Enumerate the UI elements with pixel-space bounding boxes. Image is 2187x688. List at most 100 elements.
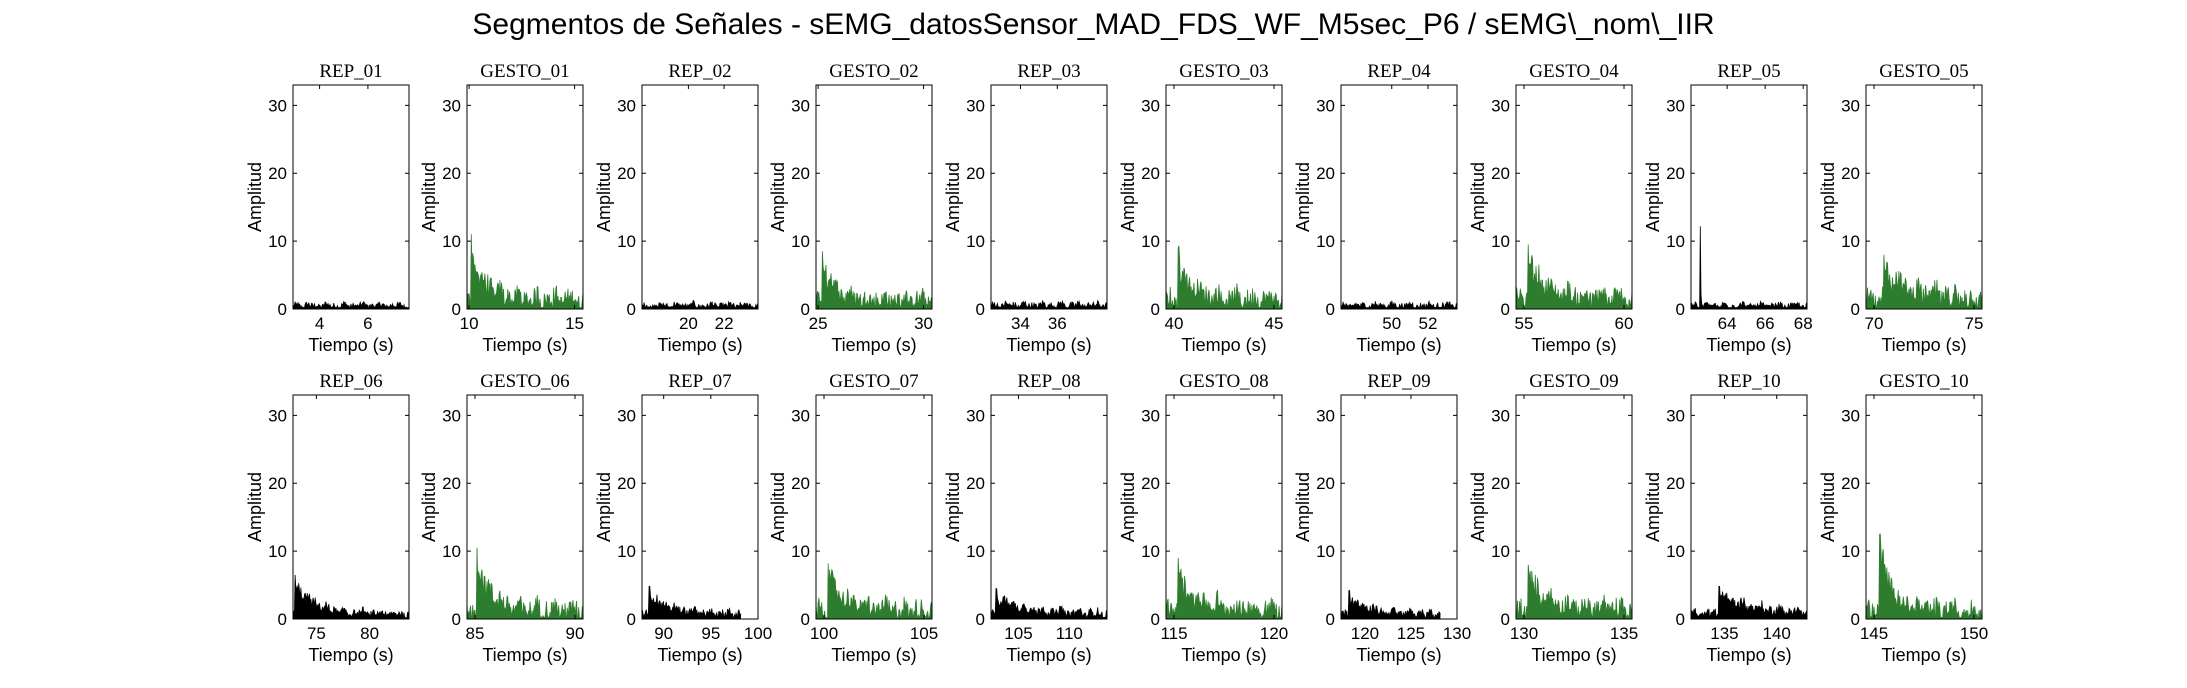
x-tick-label: 100 xyxy=(810,624,838,643)
figure-title: Segmentos de Señales - sEMG_datosSensor_… xyxy=(472,8,1715,41)
subplot-gesto_02: 0 10 20 30 25 30 GESTO_02 Tiempo (s) Amplitud xyxy=(768,61,933,355)
x-axis-label: Tiempo (s) xyxy=(1181,645,1266,665)
axes-box xyxy=(641,394,759,620)
y-tick-label: 30 xyxy=(966,96,985,115)
signal-trace xyxy=(466,547,584,618)
y-tick-label: 10 xyxy=(1316,232,1335,251)
signal-area xyxy=(642,300,758,309)
axes-box xyxy=(641,84,759,310)
x-tick-label: 60 xyxy=(1615,314,1634,333)
signal-area xyxy=(1866,254,1982,309)
x-tick-label: 150 xyxy=(1960,624,1988,643)
x-tick-label: 66 xyxy=(1756,314,1775,333)
x-tick-label: 36 xyxy=(1048,314,1067,333)
y-tick-label: 0 xyxy=(627,610,636,629)
signal-area xyxy=(1516,564,1632,619)
y-tick-label: 20 xyxy=(1316,474,1335,493)
x-tick-label: 15 xyxy=(565,314,584,333)
axes-box xyxy=(466,394,584,620)
signal-trace xyxy=(1165,245,1283,309)
y-tick-label: 0 xyxy=(1151,300,1160,319)
x-axis-label: Tiempo (s) xyxy=(1881,645,1966,665)
y-tick-label: 10 xyxy=(442,542,461,561)
subplot-title: REP_02 xyxy=(668,61,731,82)
signal-trace xyxy=(815,563,933,619)
y-tick-label: 10 xyxy=(1841,542,1860,561)
axes-box xyxy=(990,394,1108,620)
x-tick-label: 6 xyxy=(363,314,372,333)
x-axis-label: Tiempo (s) xyxy=(831,645,916,665)
x-axis-label: Tiempo (s) xyxy=(1006,645,1091,665)
y-tick-label: 0 xyxy=(1326,300,1335,319)
y-tick-label: 30 xyxy=(1141,96,1160,115)
y-tick-label: 0 xyxy=(278,610,287,629)
x-tick-label: 145 xyxy=(1860,624,1888,643)
y-tick-label: 30 xyxy=(617,96,636,115)
x-tick-label: 22 xyxy=(715,314,734,333)
axes-box xyxy=(1690,84,1808,310)
x-axis-label: Tiempo (s) xyxy=(1706,645,1791,665)
subplot-rep_06: 0 10 20 30 75 80 REP_06 Tiempo (s) Amplitud xyxy=(245,371,410,665)
y-tick-label: 0 xyxy=(1326,610,1335,629)
x-axis-label: Tiempo (s) xyxy=(1356,645,1441,665)
y-tick-label: 20 xyxy=(966,474,985,493)
signal-trace xyxy=(1516,564,1633,619)
subplot-gesto_08: 0 10 20 30 115 120 GESTO_08 Tiempo (s) Amplitud xyxy=(1118,371,1288,665)
y-axis-label: Amplitud xyxy=(419,162,439,232)
y-tick-label: 20 xyxy=(617,164,636,183)
y-tick-label: 20 xyxy=(1491,474,1510,493)
y-tick-label: 30 xyxy=(1491,406,1510,425)
x-tick-label: 135 xyxy=(1710,624,1738,643)
y-axis-label: Amplitud xyxy=(1293,162,1313,232)
subplot-title: REP_03 xyxy=(1017,61,1080,82)
y-tick-label: 0 xyxy=(801,610,810,629)
signal-area xyxy=(1866,534,1982,619)
y-axis-label: Amplitud xyxy=(1118,472,1138,542)
subplot-title: GESTO_08 xyxy=(1179,371,1268,392)
subplot-title: GESTO_10 xyxy=(1879,371,1968,392)
subplot-rep_02: 0 10 20 30 20 22 REP_02 Tiempo (s) Amplitud xyxy=(594,61,759,355)
y-tick-label: 20 xyxy=(442,474,461,493)
x-tick-label: 130 xyxy=(1510,624,1538,643)
subplot-title: REP_01 xyxy=(319,61,382,82)
x-tick-label: 64 xyxy=(1718,314,1737,333)
subplot-title: REP_10 xyxy=(1717,371,1780,392)
x-axis-label: Tiempo (s) xyxy=(1181,335,1266,355)
x-axis-label: Tiempo (s) xyxy=(1531,645,1616,665)
subplot-rep_10: 0 10 20 30 135 140 REP_10 Tiempo (s) Amplitud xyxy=(1643,371,1808,665)
y-tick-label: 30 xyxy=(1316,96,1335,115)
signal-trace xyxy=(292,300,409,310)
y-tick-label: 10 xyxy=(1141,232,1160,251)
x-tick-label: 68 xyxy=(1794,314,1813,333)
x-tick-label: 90 xyxy=(654,624,673,643)
subplot-rep_03: 0 10 20 30 34 36 REP_03 Tiempo (s) Amplitud xyxy=(943,61,1108,355)
y-tick-label: 10 xyxy=(791,232,810,251)
y-tick-label: 10 xyxy=(966,542,985,561)
subplot-gesto_09: 0 10 20 30 130 135 GESTO_09 Tiempo (s) Amplitud xyxy=(1468,371,1638,665)
x-axis-label: Tiempo (s) xyxy=(1356,335,1441,355)
y-tick-label: 30 xyxy=(442,96,461,115)
y-tick-label: 0 xyxy=(1151,610,1160,629)
signal-area xyxy=(467,234,583,309)
subplot-title: REP_09 xyxy=(1367,371,1430,392)
y-tick-label: 0 xyxy=(278,300,287,319)
y-tick-label: 30 xyxy=(617,406,636,425)
y-tick-label: 30 xyxy=(1841,96,1860,115)
y-axis-label: Amplitud xyxy=(594,472,614,542)
y-tick-label: 30 xyxy=(1491,96,1510,115)
y-tick-label: 20 xyxy=(268,164,287,183)
y-tick-label: 0 xyxy=(976,610,985,629)
y-tick-label: 10 xyxy=(966,232,985,251)
y-tick-label: 10 xyxy=(442,232,461,251)
x-axis-label: Tiempo (s) xyxy=(308,335,393,355)
y-tick-label: 0 xyxy=(627,300,636,319)
y-tick-label: 20 xyxy=(1141,164,1160,183)
y-tick-label: 20 xyxy=(1141,474,1160,493)
subplot-gesto_10: 0 10 20 30 145 150 GESTO_10 Tiempo (s) Amplitud xyxy=(1818,371,1988,665)
y-tick-label: 20 xyxy=(1841,164,1860,183)
y-axis-label: Amplitud xyxy=(1643,472,1663,542)
y-tick-label: 20 xyxy=(1491,164,1510,183)
subplot-title: GESTO_03 xyxy=(1179,61,1268,82)
signal-trace xyxy=(1865,254,1983,309)
